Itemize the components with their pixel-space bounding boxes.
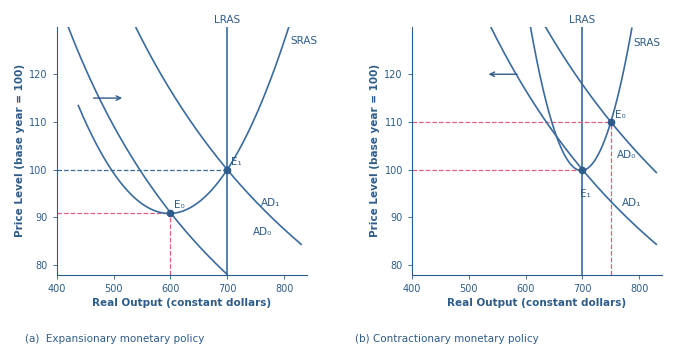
Text: SRAS: SRAS	[290, 36, 318, 46]
Y-axis label: Price Level (base year = 100): Price Level (base year = 100)	[370, 64, 380, 237]
Text: E₀: E₀	[175, 200, 185, 210]
Text: LRAS: LRAS	[214, 15, 240, 25]
X-axis label: Real Output (constant dollars): Real Output (constant dollars)	[92, 298, 271, 308]
Text: E₁: E₁	[232, 157, 242, 167]
Text: AD₀: AD₀	[253, 227, 272, 237]
Text: AD₁: AD₁	[622, 198, 642, 208]
Text: (a)  Expansionary monetary policy: (a) Expansionary monetary policy	[26, 333, 204, 344]
Text: AD₁: AD₁	[261, 198, 281, 208]
X-axis label: Real Output (constant dollars): Real Output (constant dollars)	[447, 298, 626, 308]
Text: E₀: E₀	[615, 110, 626, 119]
Text: E₁: E₁	[580, 189, 590, 199]
Text: SRAS: SRAS	[634, 38, 661, 48]
Text: LRAS: LRAS	[569, 15, 596, 25]
Text: AD₀: AD₀	[617, 150, 636, 160]
Text: (b) Contractionary monetary policy: (b) Contractionary monetary policy	[355, 333, 539, 344]
Y-axis label: Price Level (base year = 100): Price Level (base year = 100)	[15, 64, 25, 237]
